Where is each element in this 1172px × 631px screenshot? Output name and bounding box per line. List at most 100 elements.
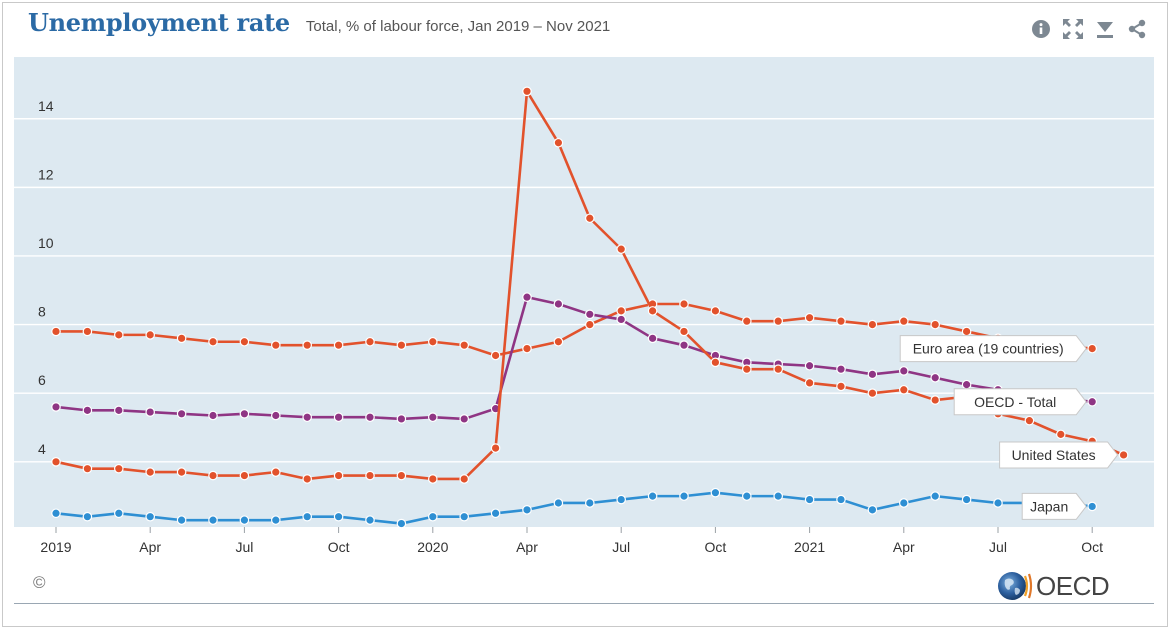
data-point[interactable] — [459, 340, 469, 350]
data-point[interactable] — [647, 491, 658, 501]
data-point[interactable] — [930, 491, 940, 501]
data-point[interactable] — [522, 292, 532, 302]
data-point[interactable] — [616, 244, 626, 254]
data-point[interactable] — [333, 511, 344, 522]
data-point[interactable] — [302, 340, 312, 350]
data-point[interactable] — [679, 299, 689, 309]
data-point[interactable] — [647, 306, 658, 316]
data-point[interactable] — [553, 336, 564, 347]
info-button[interactable] — [1030, 18, 1052, 40]
data-point[interactable] — [1056, 429, 1066, 440]
data-point[interactable] — [679, 491, 689, 501]
data-point[interactable] — [51, 457, 61, 467]
data-point[interactable] — [114, 463, 124, 474]
data-point[interactable] — [930, 395, 940, 405]
data-point[interactable] — [114, 405, 124, 416]
data-point[interactable] — [522, 505, 532, 515]
data-point[interactable] — [82, 326, 93, 337]
data-point[interactable] — [302, 474, 312, 484]
data-point[interactable] — [302, 412, 312, 423]
data-point[interactable] — [239, 470, 250, 481]
data-point[interactable] — [145, 511, 155, 522]
data-point[interactable] — [114, 330, 124, 340]
data-point[interactable] — [961, 326, 972, 337]
data-point[interactable] — [836, 381, 846, 392]
data-point[interactable] — [239, 515, 250, 525]
data-point[interactable] — [553, 299, 564, 309]
data-point[interactable] — [490, 443, 501, 453]
data-point[interactable] — [961, 379, 972, 390]
data-point[interactable] — [176, 333, 187, 344]
data-point[interactable] — [584, 213, 595, 224]
data-point[interactable] — [930, 372, 940, 383]
data-point[interactable] — [239, 336, 250, 347]
data-point[interactable] — [710, 357, 721, 368]
data-point[interactable] — [239, 408, 250, 419]
data-point[interactable] — [302, 511, 312, 522]
data-point[interactable] — [867, 319, 878, 330]
data-point[interactable] — [867, 505, 878, 515]
data-point[interactable] — [1118, 450, 1129, 460]
data-point[interactable] — [51, 326, 61, 337]
data-point[interactable] — [553, 498, 564, 508]
data-point[interactable] — [176, 467, 187, 477]
data-point[interactable] — [270, 467, 281, 477]
data-point[interactable] — [930, 319, 940, 330]
data-point[interactable] — [176, 515, 187, 525]
data-point[interactable] — [836, 364, 846, 374]
data-point[interactable] — [616, 306, 626, 316]
data-point[interactable] — [427, 474, 438, 484]
data-point[interactable] — [270, 340, 281, 350]
data-point[interactable] — [867, 388, 878, 399]
data-point[interactable] — [490, 350, 501, 361]
data-point[interactable] — [270, 410, 281, 421]
data-point[interactable] — [1087, 501, 1097, 512]
data-point[interactable] — [333, 412, 344, 423]
data-point[interactable] — [961, 494, 972, 505]
data-point[interactable] — [741, 491, 752, 501]
data-point[interactable] — [396, 340, 407, 350]
data-point[interactable] — [145, 330, 155, 340]
data-point[interactable] — [1024, 415, 1035, 426]
data-point[interactable] — [867, 369, 878, 380]
data-point[interactable] — [365, 470, 375, 481]
data-point[interactable] — [584, 309, 595, 320]
data-point[interactable] — [522, 86, 532, 97]
data-point[interactable] — [773, 316, 783, 326]
data-point[interactable] — [208, 470, 218, 481]
data-point[interactable] — [82, 511, 93, 522]
data-point[interactable] — [616, 314, 626, 325]
data-point[interactable] — [898, 384, 909, 395]
data-point[interactable] — [459, 414, 469, 424]
data-point[interactable] — [773, 364, 783, 374]
share-button[interactable] — [1126, 18, 1148, 40]
data-point[interactable] — [898, 366, 909, 376]
data-point[interactable] — [176, 408, 187, 419]
data-point[interactable] — [208, 515, 218, 525]
data-point[interactable] — [616, 494, 626, 505]
data-point[interactable] — [898, 498, 909, 508]
data-point[interactable] — [270, 515, 281, 525]
data-point[interactable] — [114, 508, 124, 519]
data-point[interactable] — [836, 494, 846, 505]
data-point[interactable] — [427, 511, 438, 522]
data-point[interactable] — [333, 470, 344, 481]
data-point[interactable] — [365, 515, 375, 525]
data-point[interactable] — [584, 498, 595, 508]
data-point[interactable] — [396, 470, 407, 481]
data-point[interactable] — [993, 498, 1003, 508]
data-point[interactable] — [459, 511, 469, 522]
data-point[interactable] — [898, 316, 909, 326]
data-point[interactable] — [741, 316, 752, 326]
data-point[interactable] — [82, 463, 93, 474]
data-point[interactable] — [490, 508, 501, 519]
data-point[interactable] — [396, 518, 407, 529]
data-point[interactable] — [584, 319, 595, 330]
data-point[interactable] — [1087, 343, 1097, 354]
data-point[interactable] — [365, 336, 375, 347]
data-point[interactable] — [679, 340, 689, 350]
oecd-logo[interactable]: OECD — [997, 568, 1110, 604]
data-point[interactable] — [51, 508, 61, 519]
data-point[interactable] — [427, 412, 438, 423]
data-point[interactable] — [208, 410, 218, 421]
